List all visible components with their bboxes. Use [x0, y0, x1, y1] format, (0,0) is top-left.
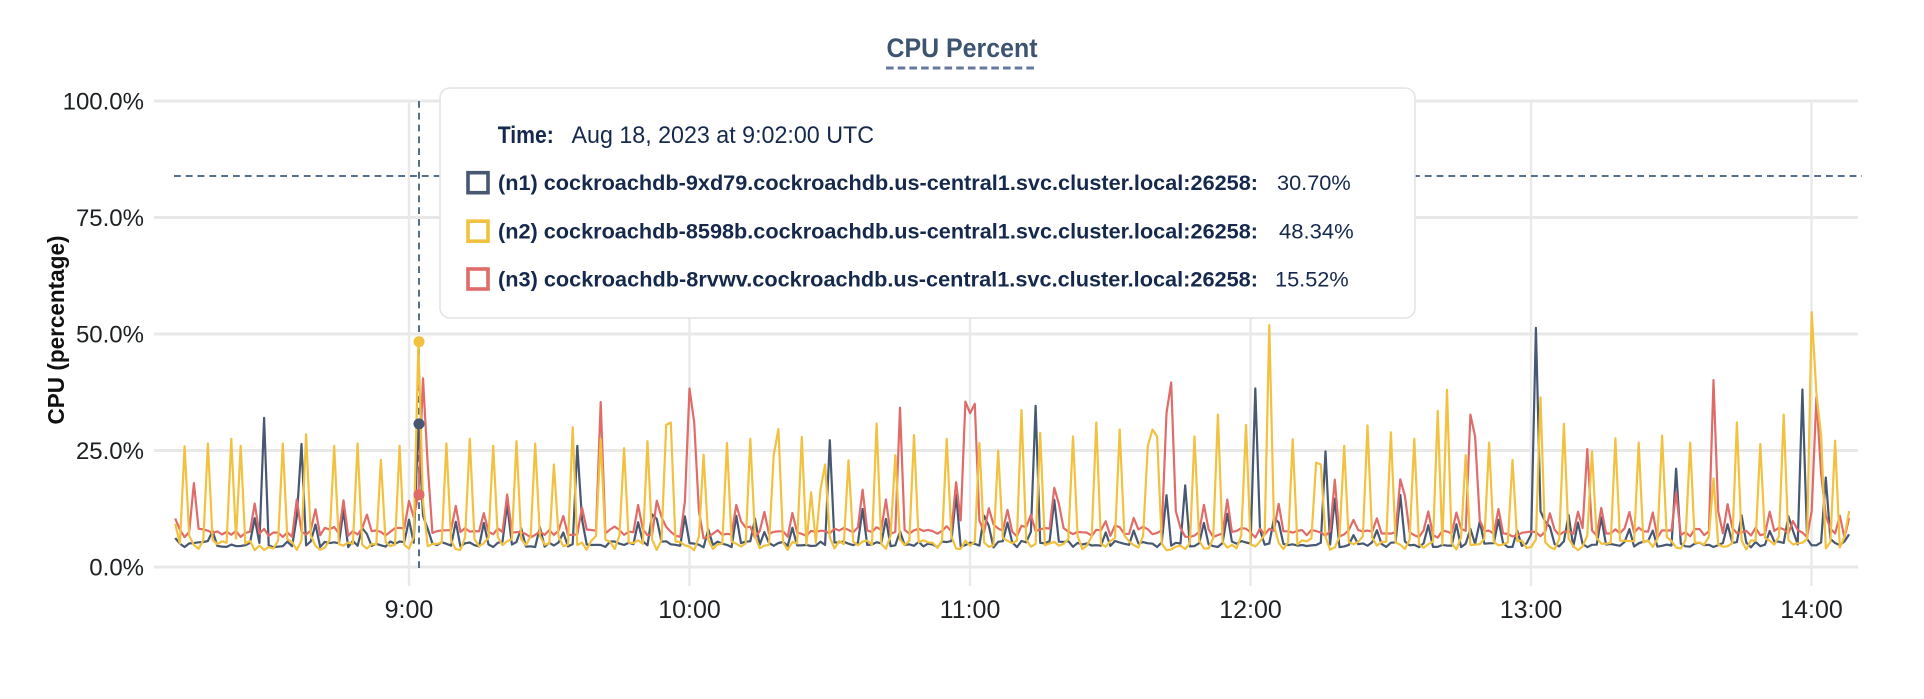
svg-text:100.0%: 100.0% — [63, 89, 144, 116]
svg-text:12:00: 12:00 — [1219, 596, 1282, 624]
svg-text:13:00: 13:00 — [1500, 596, 1563, 624]
svg-text:Time:: Time: — [498, 122, 554, 149]
svg-text:10:00: 10:00 — [658, 596, 721, 624]
svg-text:CPU (percentage): CPU (percentage) — [43, 236, 69, 425]
svg-text:30.70%: 30.70% — [1277, 171, 1351, 195]
svg-text:(n3) cockroachdb-8rvwv.cockroa: (n3) cockroachdb-8rvwv.cockroachdb.us-ce… — [498, 268, 1258, 292]
svg-text:9:00: 9:00 — [385, 596, 434, 624]
svg-text:50.0%: 50.0% — [76, 322, 144, 349]
svg-text:11:00: 11:00 — [940, 596, 1001, 624]
svg-text:25.0%: 25.0% — [76, 438, 144, 465]
svg-text:(n1) cockroachdb-9xd79.cockroa: (n1) cockroachdb-9xd79.cockroachdb.us-ce… — [498, 171, 1258, 195]
svg-text:(n2) cockroachdb-8598b.cockroa: (n2) cockroachdb-8598b.cockroachdb.us-ce… — [498, 220, 1258, 244]
svg-text:14:00: 14:00 — [1780, 596, 1843, 624]
svg-text:15.52%: 15.52% — [1275, 268, 1349, 292]
svg-text:48.34%: 48.34% — [1279, 220, 1354, 244]
svg-text:Aug 18, 2023 at 9:02:00 UTC: Aug 18, 2023 at 9:02:00 UTC — [572, 122, 875, 149]
svg-text:75.0%: 75.0% — [76, 205, 144, 232]
svg-text:CPU Percent: CPU Percent — [887, 33, 1038, 63]
svg-text:0.0%: 0.0% — [89, 555, 144, 582]
